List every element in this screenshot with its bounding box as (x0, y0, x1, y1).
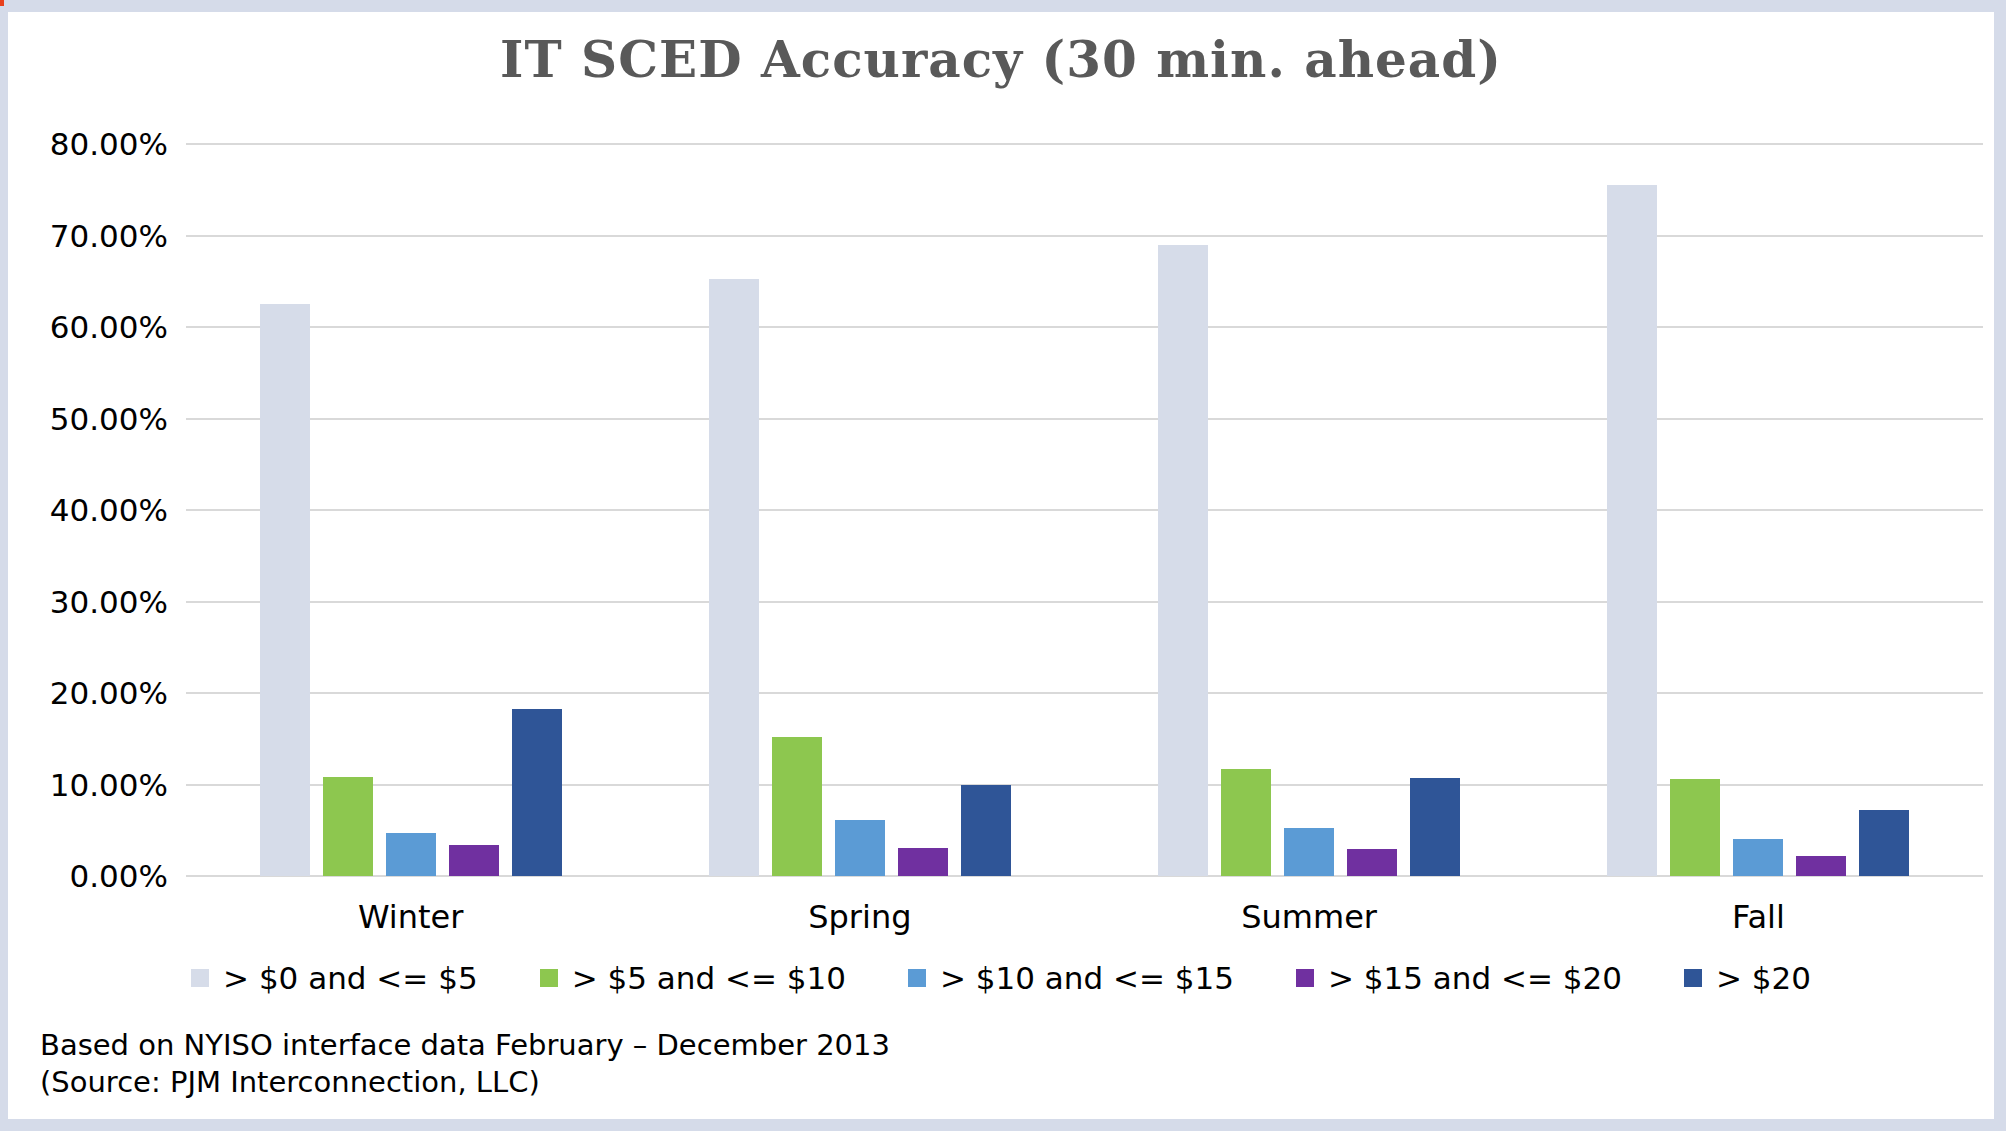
page-frame: IT SCED Accuracy (30 min. ahead) 0.00% 10… (0, 0, 2006, 1131)
bar-group-winter (186, 144, 635, 876)
y-tick-label: 60.00% (8, 307, 168, 347)
legend-item: > $15 and <= $20 (1296, 960, 1622, 996)
bar (961, 785, 1011, 876)
bar (260, 304, 310, 876)
legend-item: > $0 and <= $5 (191, 960, 478, 996)
y-tick-label: 50.00% (8, 399, 168, 439)
bar-group-fall (1534, 144, 1983, 876)
corner-artifact (0, 0, 4, 6)
x-tick-label-spring: Spring (635, 898, 1084, 936)
legend: > $0 and <= $5 > $5 and <= $10 > $10 and <… (8, 956, 1994, 1000)
y-tick-label: 80.00% (8, 124, 168, 164)
chart-title: IT SCED Accuracy (30 min. ahead) (8, 30, 1994, 89)
footnote-line-1: Based on NYISO interface data February –… (40, 1028, 890, 1062)
bar (386, 833, 436, 876)
x-tick-label-summer: Summer (1085, 898, 1534, 936)
bar (1158, 245, 1208, 876)
bar (835, 820, 885, 876)
y-tick-label: 40.00% (8, 490, 168, 530)
legend-swatch-icon (908, 969, 926, 987)
legend-swatch-icon (1296, 969, 1314, 987)
bar (898, 848, 948, 876)
bar (1796, 856, 1846, 876)
legend-item: > $20 (1684, 960, 1811, 996)
bar (1221, 769, 1271, 876)
bar-group-summer (1085, 144, 1534, 876)
bar (1733, 839, 1783, 876)
bar-groups (186, 144, 1983, 876)
legend-swatch-icon (540, 969, 558, 987)
legend-label: > $15 and <= $20 (1328, 960, 1622, 996)
bar-group-spring (635, 144, 1084, 876)
bar (323, 777, 373, 876)
legend-label: > $5 and <= $10 (572, 960, 846, 996)
bar (772, 737, 822, 876)
bar (709, 279, 759, 876)
bar (1859, 810, 1909, 876)
y-tick-label: 30.00% (8, 582, 168, 622)
y-tick-label: 70.00% (8, 216, 168, 256)
legend-item: > $10 and <= $15 (908, 960, 1234, 996)
x-tick-label-fall: Fall (1534, 898, 1983, 936)
legend-item: > $5 and <= $10 (540, 960, 846, 996)
bar (1410, 778, 1460, 876)
y-tick-label: 20.00% (8, 673, 168, 713)
bar (1284, 828, 1334, 876)
bar (1670, 779, 1720, 876)
y-axis-labels: 0.00%10.00%20.00%30.00%40.00%50.00%60.00… (8, 144, 168, 876)
legend-label: > $10 and <= $15 (940, 960, 1234, 996)
x-tick-label-winter: Winter (186, 898, 635, 936)
bar (512, 709, 562, 876)
bar (1347, 849, 1397, 876)
x-axis-labels: WinterSpringSummerFall (186, 898, 1983, 936)
bar (449, 845, 499, 876)
plot-area (186, 144, 1983, 876)
y-tick-label: 0.00% (8, 856, 168, 896)
legend-label: > $20 (1716, 960, 1811, 996)
footnote-line-2: (Source: PJM Interconnection, LLC) (40, 1065, 540, 1099)
chart-panel: IT SCED Accuracy (30 min. ahead) 0.00% 10… (8, 12, 1994, 1119)
bar (1607, 185, 1657, 876)
y-tick-label: 10.00% (8, 765, 168, 805)
legend-swatch-icon (191, 969, 209, 987)
legend-label: > $0 and <= $5 (223, 960, 478, 996)
legend-swatch-icon (1684, 969, 1702, 987)
